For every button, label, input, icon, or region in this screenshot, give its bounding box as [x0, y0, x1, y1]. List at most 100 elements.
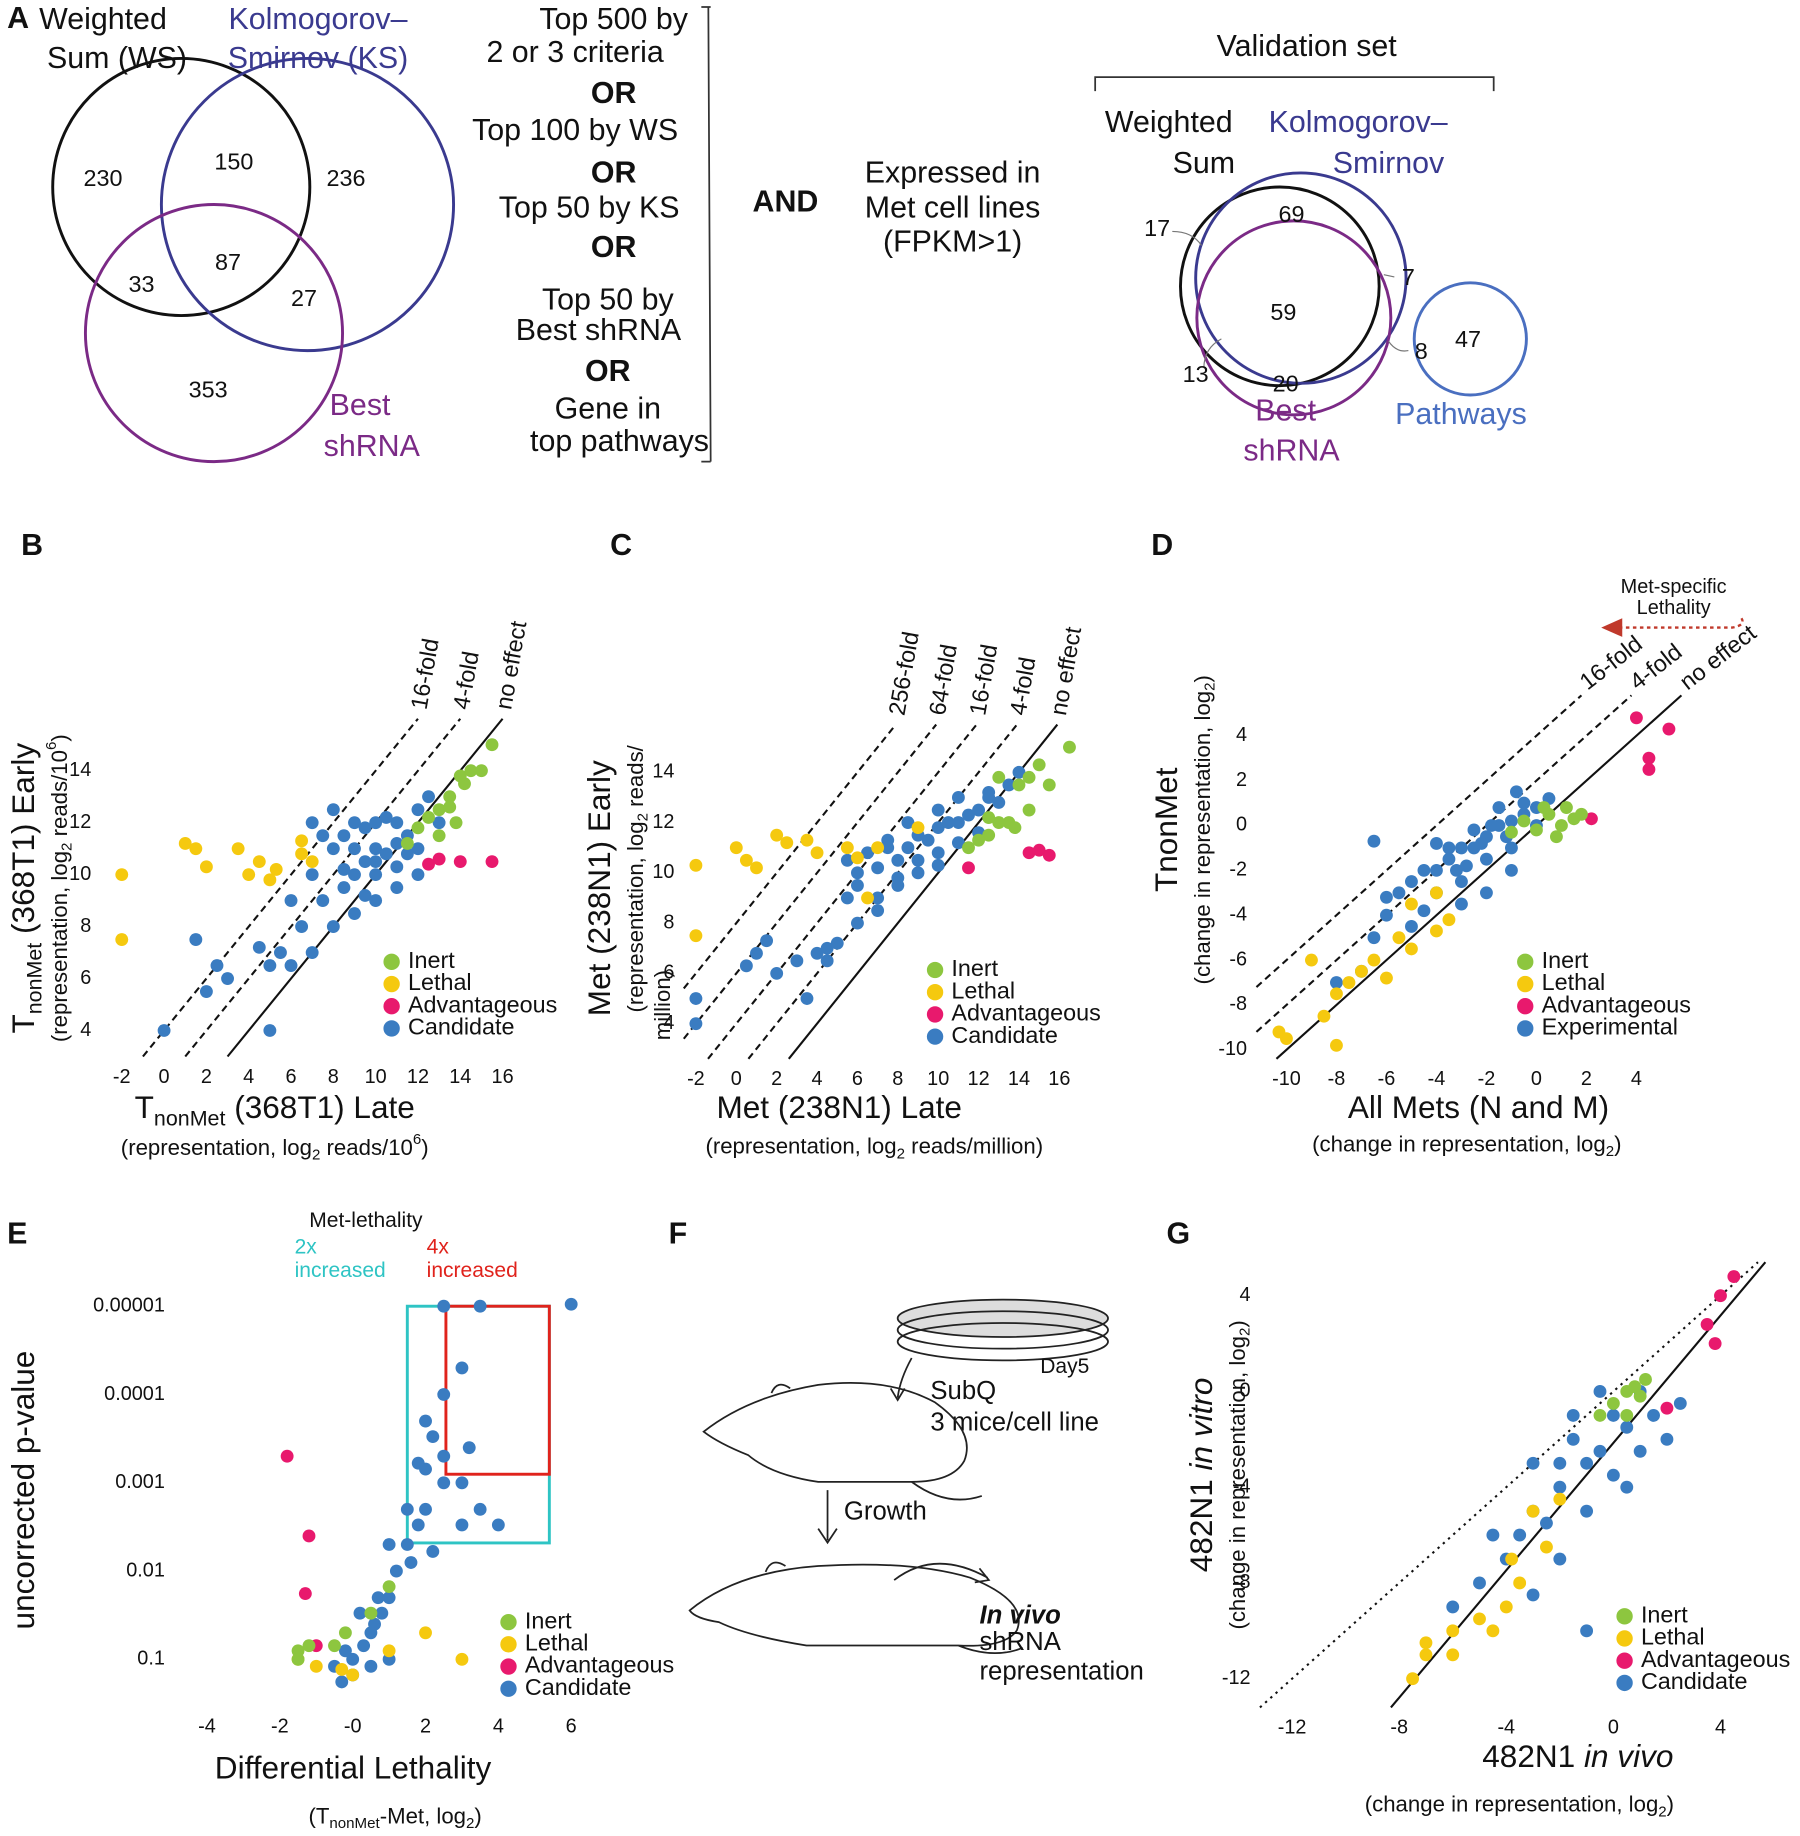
point [475, 764, 488, 778]
point [411, 1456, 425, 1470]
set-label: Sum (WS) [47, 41, 187, 75]
axis-title: million) [650, 970, 675, 1040]
point [1553, 1552, 1567, 1566]
label-part: 2 [1237, 1328, 1254, 1336]
point [437, 1449, 451, 1463]
point [931, 858, 945, 872]
panel-label: G [1166, 1216, 1190, 1250]
point [426, 1430, 440, 1444]
legend-swatch [1517, 998, 1534, 1015]
point [1446, 1648, 1460, 1662]
x-tick-label: 0 [731, 1068, 742, 1090]
point [335, 1675, 349, 1689]
point [1022, 846, 1036, 860]
point [1606, 1408, 1620, 1422]
label-part: nonMet [154, 1106, 226, 1130]
set-label: shRNA [324, 429, 421, 463]
legend-label: Inert [1641, 1601, 1688, 1627]
label-part: 482N1 [1482, 1738, 1584, 1774]
legend-label: Advantageous [951, 1000, 1100, 1026]
point [473, 1502, 487, 1516]
venn-count: 353 [189, 376, 228, 402]
point [455, 1361, 469, 1375]
label-part: ) [1190, 675, 1215, 682]
axis-title: 482N1 in vitro [1183, 1378, 1219, 1573]
label-part: (change in representation, log [1190, 691, 1215, 985]
panel-label: A [7, 1, 29, 35]
injection: 3 mice/cell line [930, 1408, 1099, 1436]
label-part: (change in representation, log [1365, 1791, 1659, 1816]
point [951, 836, 965, 850]
panel-a: A Weighted Sum (WS) Kolmogorov– Smirnov … [7, 1, 1528, 467]
point [432, 829, 446, 843]
x-tick-label: 4 [812, 1068, 823, 1090]
label-part: (368T1) Late [225, 1090, 414, 1126]
point [1580, 1624, 1594, 1638]
venn-circle [1195, 219, 1393, 417]
point [1642, 762, 1656, 776]
venn-count: 7 [1402, 264, 1415, 290]
point [326, 842, 340, 856]
point [820, 954, 834, 968]
point [369, 816, 383, 830]
point [400, 837, 414, 850]
point [972, 833, 986, 847]
venn-count: 33 [129, 271, 155, 297]
bracket [701, 6, 712, 463]
point [1446, 1624, 1460, 1638]
label-part: in vitro [1183, 1378, 1219, 1471]
x-tick-label: 16 [492, 1066, 514, 1088]
mouse [702, 1382, 983, 1501]
point [1540, 1516, 1553, 1530]
x-tick-label: 6 [566, 1716, 577, 1738]
point [231, 842, 245, 856]
label-part: 2 [1606, 1143, 1614, 1160]
point [1430, 837, 1443, 850]
readout: representation [979, 1657, 1143, 1685]
point [1642, 751, 1656, 765]
legend-swatch [926, 961, 944, 979]
point [437, 1299, 451, 1313]
reference-label: no effect [1045, 624, 1086, 717]
legend-label: Lethal [951, 977, 1015, 1003]
x-tick-label: 4 [1715, 1717, 1726, 1739]
point [316, 894, 330, 908]
set-label: Weighted [39, 2, 167, 36]
point [411, 803, 425, 817]
reference-label: 16-fold [964, 642, 1002, 717]
label-part: reads/10 [320, 1135, 413, 1160]
point [1628, 1380, 1642, 1394]
venn-circle [51, 56, 312, 318]
point [485, 855, 499, 869]
label-part: 2 [897, 1145, 905, 1162]
label-part: (368T1) Early [5, 743, 41, 943]
point [449, 816, 463, 830]
reference-label: no effect [1675, 619, 1762, 695]
point [432, 803, 446, 817]
point [263, 873, 277, 887]
point [335, 1662, 349, 1676]
point [1526, 1588, 1540, 1602]
set-label: Pathways [1395, 397, 1527, 431]
y-tick-label: 12 [652, 811, 674, 833]
point [178, 837, 192, 850]
legend-label: Lethal [408, 969, 472, 995]
x-tick-label: 10 [927, 1068, 949, 1090]
x-tick-label: 12 [968, 1068, 990, 1090]
venn-count: 230 [83, 165, 122, 191]
point [1430, 863, 1443, 877]
point [1517, 814, 1531, 828]
panel-f: F Day5 SubQ 3 mice/cell line Growth In v… [669, 1216, 1144, 1685]
x-tick-label: -2 [113, 1066, 131, 1088]
growth-label: Growth [844, 1497, 927, 1525]
point [1553, 1480, 1567, 1494]
legend-label: Candidate [408, 1014, 514, 1040]
x-tick-label: 12 [407, 1066, 429, 1088]
point [432, 852, 446, 866]
x-tick-label: 4 [1631, 1068, 1642, 1090]
y-tick-label: 0 [1240, 1380, 1251, 1402]
point [901, 816, 915, 830]
point [411, 868, 425, 882]
x-tick-label: -2 [271, 1716, 289, 1738]
label-part: reads/million) [905, 1134, 1043, 1159]
